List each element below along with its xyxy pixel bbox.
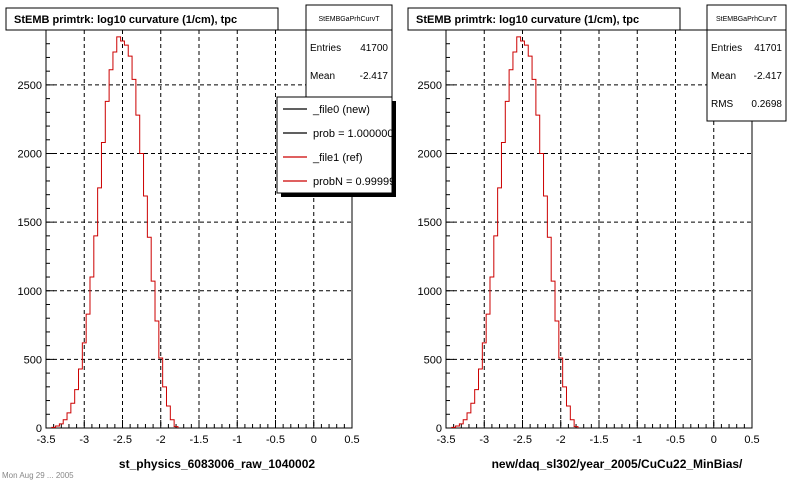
legend-box: [276, 96, 393, 194]
y-tick-label: 0: [36, 423, 42, 435]
stats-label: Entries: [711, 43, 742, 54]
y-tick-label: 500: [424, 354, 442, 366]
x-tick-label: 0.5: [744, 434, 759, 446]
y-tick-label: 2500: [18, 80, 42, 92]
legend-label: prob = 1.000000: [313, 128, 393, 140]
stats-value: 41701: [754, 43, 782, 54]
chart-panel-2: -3.5 -3 -2.5 -2 -1.5 -1 -0.5 0 0.5 0 500 1000 1500 20…: [407, 4, 787, 471]
stats-label: Mean: [310, 71, 335, 82]
stats-name: StEMBGaPrhCurvT: [716, 16, 778, 23]
legend-entries: _file0 (new) prob = 1.000000 _file1 (ref) p…: [283, 104, 395, 188]
chart-panel-1: -3.5 -3 -2.5 -2 -1.5 -1 -0.5 0 0.5 0 500 1000 1500 20…: [5, 4, 396, 471]
y-tick-label: 0: [436, 423, 442, 435]
x-axis-label: st_physics_6083006_raw_1040002: [119, 457, 315, 471]
stats-box: [305, 4, 393, 98]
stats-label: RMS: [711, 99, 734, 110]
x-tick-label: -1.5: [590, 434, 609, 446]
chart-title: StEMB primtrk: log10 curvature (1/cm), t…: [14, 14, 237, 26]
legend-label: _file0 (new): [312, 104, 370, 116]
x-tick-label: -3.5: [437, 434, 456, 446]
x-tick-label: -3.5: [37, 434, 56, 446]
y-tick-label: 1500: [418, 217, 442, 229]
x-tick-label: -2: [556, 434, 566, 446]
x-tick-label: -0.5: [666, 434, 685, 446]
stats-value: -2.417: [754, 71, 783, 82]
x-tick-label: -1: [232, 434, 242, 446]
stats-value: -2.417: [360, 71, 389, 82]
y-tick-label: 1000: [418, 286, 442, 298]
histogram-series: [51, 36, 179, 428]
y-tick-label: 500: [24, 354, 42, 366]
x-tick-label: -2.5: [113, 434, 132, 446]
x-tick-label: -2.5: [513, 434, 532, 446]
stats-name: StEMBGaPrhCurvT: [318, 16, 380, 23]
y-tick-label: 2000: [418, 149, 442, 161]
title-box: [407, 7, 681, 31]
x-tick-label: 0: [311, 434, 317, 446]
y-tick-label: 1000: [18, 286, 42, 298]
stats-label: Mean: [711, 71, 736, 82]
chart-title: StEMB primtrk: log10 curvature (1/cm), t…: [416, 14, 639, 26]
legend-label: probN = 0.99999: [313, 176, 395, 188]
legend: _file0 (new) prob = 1.000000 _file1 (ref) p…: [276, 96, 396, 197]
x-tick-label: -3: [479, 434, 489, 446]
y-tick-label: 2000: [18, 149, 42, 161]
title-box: [5, 7, 279, 31]
stats-value: 41700: [360, 43, 388, 54]
stats-label: Entries: [310, 43, 341, 54]
x-tick-label: -1: [632, 434, 642, 446]
x-tick-label: 0: [711, 434, 717, 446]
legend-label: _file1 (ref): [312, 152, 363, 164]
x-axis-label: new/daq_sl302/year_2005/CuCu22_MinBias/: [492, 457, 743, 471]
y-tick-label: 2500: [418, 80, 442, 92]
x-tick-label: -3: [79, 434, 89, 446]
x-tick-label: -1.5: [190, 434, 209, 446]
x-tick-label: -0.5: [266, 434, 285, 446]
stats-box: [706, 4, 787, 122]
footer-text: Mon Aug 29 ... 2005: [2, 471, 74, 480]
x-tick-label: -2: [156, 434, 166, 446]
stats-value: 0.2698: [751, 99, 782, 110]
y-tick-label: 1500: [18, 217, 42, 229]
x-tick-label: 0.5: [344, 434, 359, 446]
histogram-series: [451, 36, 579, 428]
